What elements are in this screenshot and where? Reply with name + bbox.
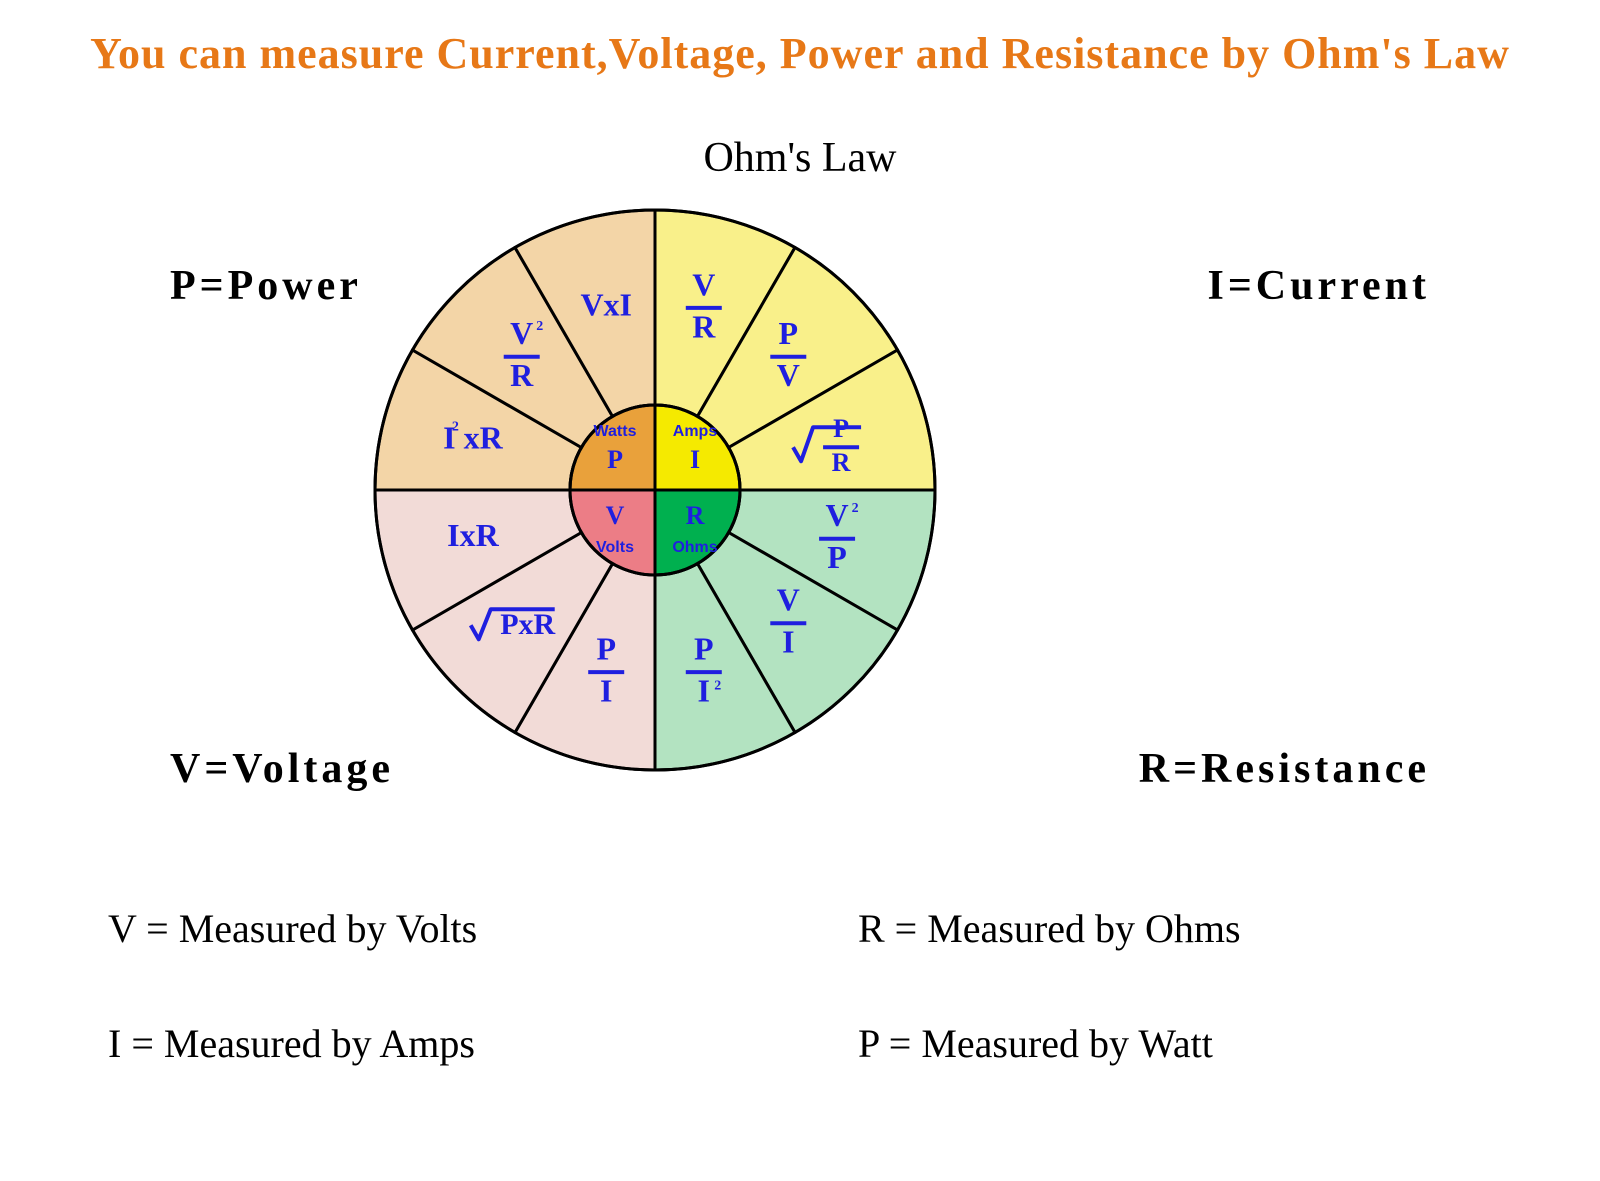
svg-text:I: I bbox=[600, 672, 612, 708]
svg-text:P: P bbox=[779, 315, 799, 351]
measure-resistance: R = Measured by Ohms bbox=[858, 905, 1241, 952]
svg-text:V: V bbox=[510, 315, 533, 351]
svg-text:2: 2 bbox=[536, 319, 543, 334]
svg-text:I: I bbox=[782, 624, 794, 660]
measure-current: I = Measured by Amps bbox=[108, 1020, 475, 1067]
svg-text:R: R bbox=[510, 357, 534, 393]
quadrant-label-resistance: R=Resistance bbox=[1139, 745, 1430, 793]
quadrant-label-power: P=Power bbox=[170, 262, 362, 310]
svg-text:P: P bbox=[607, 445, 623, 474]
svg-text:Volts: Volts bbox=[596, 539, 634, 556]
svg-text:V: V bbox=[777, 582, 800, 618]
svg-text:V: V bbox=[777, 357, 800, 393]
svg-text:R: R bbox=[692, 308, 716, 344]
svg-text:P: P bbox=[596, 630, 616, 666]
page-title: You can measure Current,Voltage, Power a… bbox=[0, 28, 1600, 79]
ohms-law-label: Ohm's Law bbox=[0, 134, 1600, 182]
svg-text:2: 2 bbox=[452, 419, 459, 434]
svg-text:I: I bbox=[690, 445, 700, 474]
svg-text:P: P bbox=[827, 539, 847, 575]
svg-text:P: P bbox=[833, 414, 849, 443]
svg-text:I: I bbox=[698, 672, 710, 708]
svg-text:PxR: PxR bbox=[500, 608, 555, 641]
svg-text:R: R bbox=[832, 448, 851, 477]
svg-text:IxR: IxR bbox=[447, 517, 499, 553]
svg-text:2: 2 bbox=[714, 678, 721, 693]
quadrant-label-current: I=Current bbox=[1208, 262, 1430, 310]
svg-text:V: V bbox=[826, 497, 849, 533]
svg-text:Watts: Watts bbox=[594, 423, 637, 440]
svg-text:V: V bbox=[606, 501, 625, 530]
measure-voltage: V = Measured by Volts bbox=[108, 905, 477, 952]
measure-power: P = Measured by Watt bbox=[858, 1020, 1213, 1067]
svg-text:P: P bbox=[694, 630, 714, 666]
svg-text:2: 2 bbox=[852, 501, 859, 516]
quadrant-label-voltage: V=Voltage bbox=[170, 745, 394, 793]
svg-text:Amps: Amps bbox=[673, 423, 718, 440]
svg-text:Ohms: Ohms bbox=[672, 539, 717, 556]
svg-text:R: R bbox=[686, 501, 705, 530]
svg-text:VxI: VxI bbox=[580, 286, 632, 322]
svg-text:V: V bbox=[692, 266, 715, 302]
ohms-law-wheel: WattsPAmpsIVVoltsROhmsVRPVPRV2PVIPI2PIPx… bbox=[365, 200, 945, 780]
